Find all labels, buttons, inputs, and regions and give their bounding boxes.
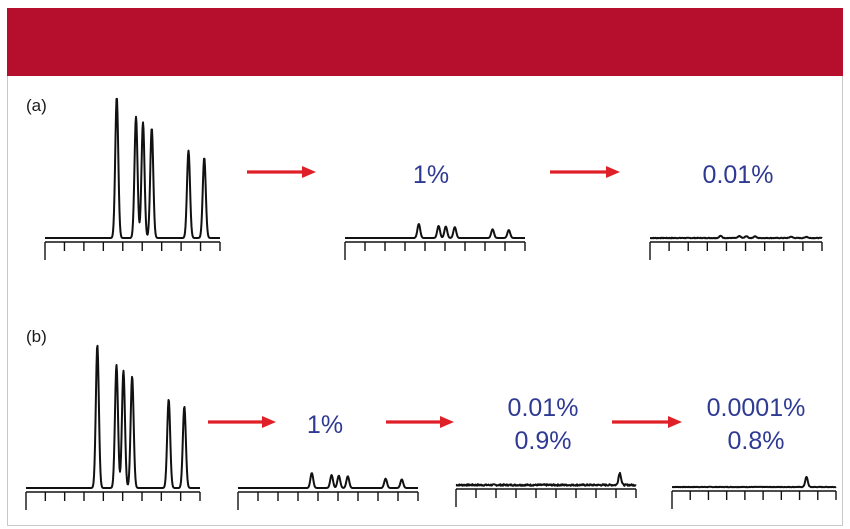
panel-b-chromatogram-1 (25, 344, 201, 510)
panel-a-chromatogram-1-trace (44, 97, 221, 239)
panel-b-chromatogram-3 (455, 471, 637, 507)
panel-label-b: (b) (26, 327, 47, 346)
panel-b-chromatogram-3-trace (455, 471, 637, 487)
panel-b-arrow-3 (612, 416, 682, 428)
header-banner (7, 8, 843, 76)
panel-a-chromatogram-3-axis (649, 241, 823, 260)
panel-b-chromatogram-2-axis (237, 491, 419, 510)
panel-b-arrow-2 (386, 416, 454, 428)
panel-b-chromatogram-4-trace (671, 475, 837, 489)
panel-a-chromatogram-1-axis (44, 241, 221, 260)
panel-a-chromatogram-2-trace (344, 223, 526, 239)
panel-a-chromatogram-3 (649, 234, 823, 260)
panel-a-step2-percent: 1% (413, 161, 449, 189)
panel-a-chromatogram-2 (344, 223, 526, 260)
panel-b-step4-percent-line1: 0.0001% (707, 394, 806, 422)
panel-b-chromatogram-4-axis (671, 490, 837, 509)
panel-a-arrow-1 (247, 166, 316, 178)
panel-b-chromatogram-2 (237, 472, 419, 510)
panel-a-arrow-2 (550, 166, 620, 178)
panel-b-chromatogram-1-axis (25, 491, 201, 510)
chromatograms-layer (25, 97, 837, 510)
figure-frame (7, 8, 843, 526)
panel-b-step3-percent-line2: 0.9% (515, 427, 572, 455)
panel-b-step4-percent-line2: 0.8% (728, 427, 785, 455)
panel-b-step3-percent-line1: 0.01% (508, 394, 579, 422)
panel-b-chromatogram-4 (671, 475, 837, 509)
panel-a-chromatogram-3-trace (649, 234, 823, 240)
panel-a-chromatogram-2-axis (344, 241, 526, 260)
panel-a-chromatogram-1 (44, 97, 221, 260)
panel-b-arrow-1 (208, 416, 276, 428)
panel-b-step2-percent: 1% (307, 411, 343, 439)
panel-b-chromatogram-2-trace (237, 472, 419, 489)
panel-a-step3-percent: 0.01% (703, 161, 774, 189)
panel-b-chromatogram-1-trace (25, 344, 201, 489)
arrows-layer (208, 166, 682, 428)
panel-b-chromatogram-3-axis (455, 488, 637, 507)
panel-label-a: (a) (26, 96, 47, 115)
